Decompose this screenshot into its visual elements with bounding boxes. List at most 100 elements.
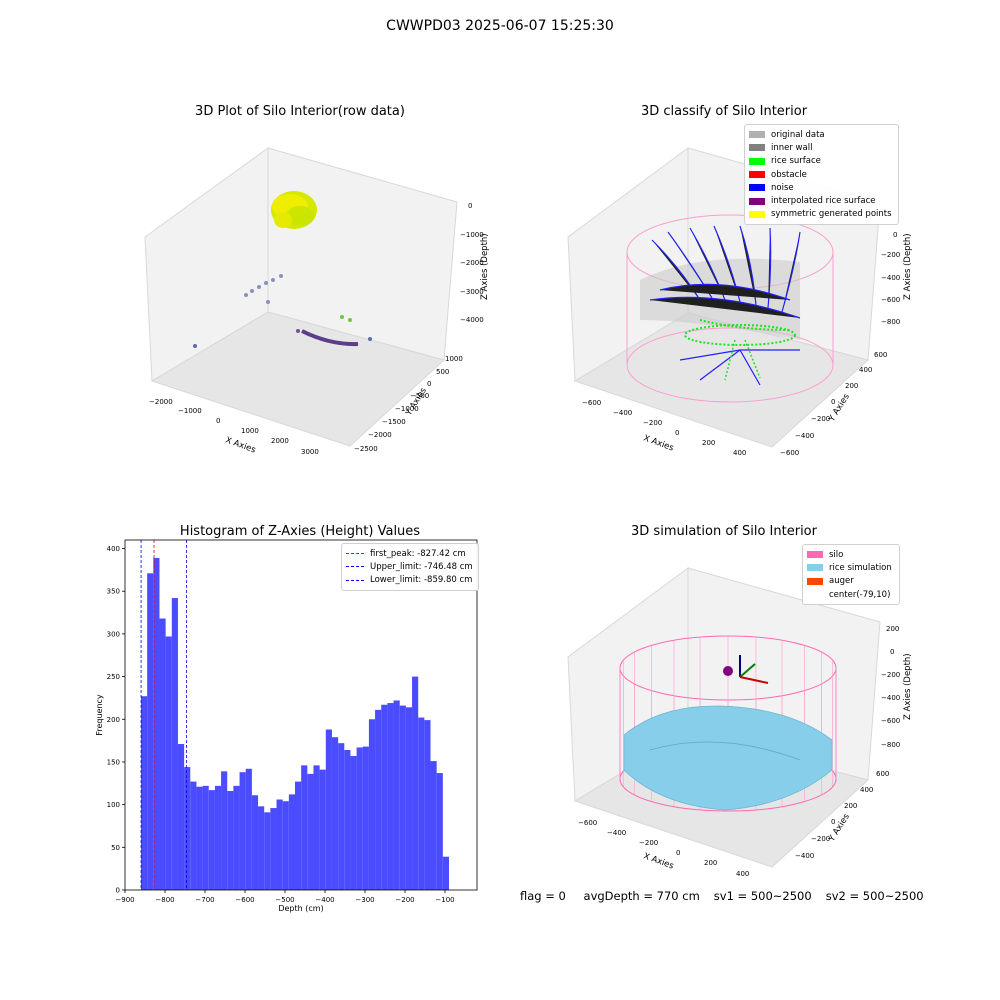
avg-depth-text: avgDepth = 770 cm <box>583 889 700 903</box>
histogram-xtick-label: −600 <box>235 896 254 904</box>
histogram-bar <box>196 786 203 890</box>
histogram-bar <box>350 755 357 890</box>
legend-item: symmetric generated points <box>749 208 894 221</box>
legend-item: original data <box>749 128 894 141</box>
histogram-bar <box>264 812 271 890</box>
status-footer: flag = 0 avgDepth = 770 cm sv1 = 500~2500… <box>520 889 938 903</box>
legend-swatch <box>346 566 364 568</box>
histogram-bar <box>368 719 376 890</box>
histogram-bar <box>190 781 197 890</box>
histogram-bar <box>165 636 172 890</box>
histogram-ytick-label: 0 <box>116 887 120 895</box>
histogram-bar <box>412 676 419 890</box>
histogram-bar <box>319 769 326 890</box>
legend-label: rice simulation <box>829 562 892 573</box>
histogram-bar <box>331 737 339 890</box>
legend-swatch <box>346 579 364 581</box>
legend-label: original data <box>771 129 825 140</box>
histogram-ytick-label: 350 <box>107 588 120 596</box>
histogram-ytick-label: 100 <box>107 801 120 809</box>
histogram-bar <box>418 717 425 890</box>
legend-item: silo <box>807 548 895 561</box>
plot4-legend: silo rice simulation auger center(-79,10… <box>802 544 900 606</box>
histogram-xtick-label: −100 <box>435 896 454 904</box>
plot2-legend: original data inner wall rice surface ob… <box>744 124 899 226</box>
flag-text: flag = 0 <box>520 889 566 903</box>
histogram-xticks: −900 −800 −700 −600 −500 −400 −300 −200 −100 <box>115 890 455 904</box>
legend-swatch <box>749 184 765 192</box>
legend-swatch <box>749 131 765 139</box>
histogram-bar <box>436 773 443 890</box>
legend-label: noise <box>771 182 794 193</box>
histogram-bar <box>393 700 400 890</box>
legend-swatch <box>807 564 823 572</box>
histogram-bars <box>141 557 449 890</box>
histogram-bar <box>442 856 449 890</box>
histogram-bar <box>147 573 154 890</box>
histogram-ytick-label: 250 <box>107 673 120 681</box>
legend-item: rice surface <box>749 155 894 168</box>
histogram-title: Histogram of Z-Axies (Height) Values <box>179 524 421 539</box>
figure-title: CWWPD03 2025-06-07 15:25:30 <box>386 18 614 34</box>
plot1-title: 3D Plot of Silo Interior(row data) <box>195 104 405 119</box>
histogram-xtick-label: −200 <box>395 896 414 904</box>
legend-swatch <box>749 144 765 152</box>
histogram-bar <box>239 772 246 890</box>
histogram-ytick-label: 150 <box>107 758 120 766</box>
histogram-bar <box>184 767 191 890</box>
histogram-bar <box>270 808 277 890</box>
legend-swatch <box>807 591 823 598</box>
histogram-bar <box>313 765 320 890</box>
histogram-bar <box>307 773 314 890</box>
legend-label: auger <box>829 576 854 587</box>
sv2-text: sv2 = 500~2500 <box>825 889 924 903</box>
plot4-title: 3D simulation of Silo Interior <box>631 524 817 539</box>
histogram-xtick-label: −800 <box>155 896 174 904</box>
histogram-bar <box>344 750 351 890</box>
legend-item: Upper_limit: -746.48 cm <box>346 560 474 573</box>
legend-item: obstacle <box>749 168 894 181</box>
histogram-bar <box>362 746 369 890</box>
histogram-bar <box>430 761 437 890</box>
histogram-bar <box>301 765 308 890</box>
histogram-bar <box>356 747 363 890</box>
histogram-xtick-label: −400 <box>315 896 334 904</box>
histogram-bar <box>214 785 222 890</box>
histogram-ylabel: Frequency <box>95 694 104 736</box>
histogram-bar <box>325 729 332 890</box>
histogram-frame <box>124 539 478 891</box>
histogram-xtick-label: −900 <box>115 896 134 904</box>
legend-label: inner wall <box>771 142 813 153</box>
legend-item: inner wall <box>749 141 894 154</box>
legend-label: obstacle <box>771 169 807 180</box>
legend-swatch <box>807 551 823 559</box>
histogram-yticks: 0 50 100 150 200 250 300 350 400 <box>107 545 125 895</box>
legend-swatch <box>749 157 765 165</box>
histogram-bar <box>208 790 215 890</box>
legend-label: symmetric generated points <box>771 209 892 220</box>
legend-item: Lower_limit: -859.80 cm <box>346 574 474 587</box>
histogram-bar <box>258 806 265 890</box>
legend-item: interpolated rice surface <box>749 194 894 207</box>
histogram-bar <box>153 557 160 890</box>
histogram-bar <box>387 703 394 890</box>
legend-item: auger <box>807 575 895 588</box>
histogram-bar <box>338 743 345 890</box>
legend-item: first_peak: -827.42 cm <box>346 547 474 560</box>
histogram-xtick-label: −500 <box>275 896 294 904</box>
histogram-bar <box>399 705 406 890</box>
legend-label: rice surface <box>771 156 821 167</box>
legend-swatch <box>749 210 765 218</box>
histogram-bar <box>375 709 382 890</box>
histogram-ytick-label: 300 <box>107 630 120 638</box>
histogram-bar <box>177 744 185 890</box>
legend-swatch <box>749 171 765 179</box>
histogram-bar <box>282 801 289 890</box>
histogram-ytick-label: 50 <box>111 844 120 852</box>
legend-item: noise <box>749 181 894 194</box>
histogram-bar <box>405 707 413 890</box>
histogram-bar <box>221 771 228 890</box>
histogram-ytick-label: 200 <box>107 716 120 724</box>
histogram-legend: first_peak: -827.42 cm Upper_limit: -746… <box>341 543 479 591</box>
